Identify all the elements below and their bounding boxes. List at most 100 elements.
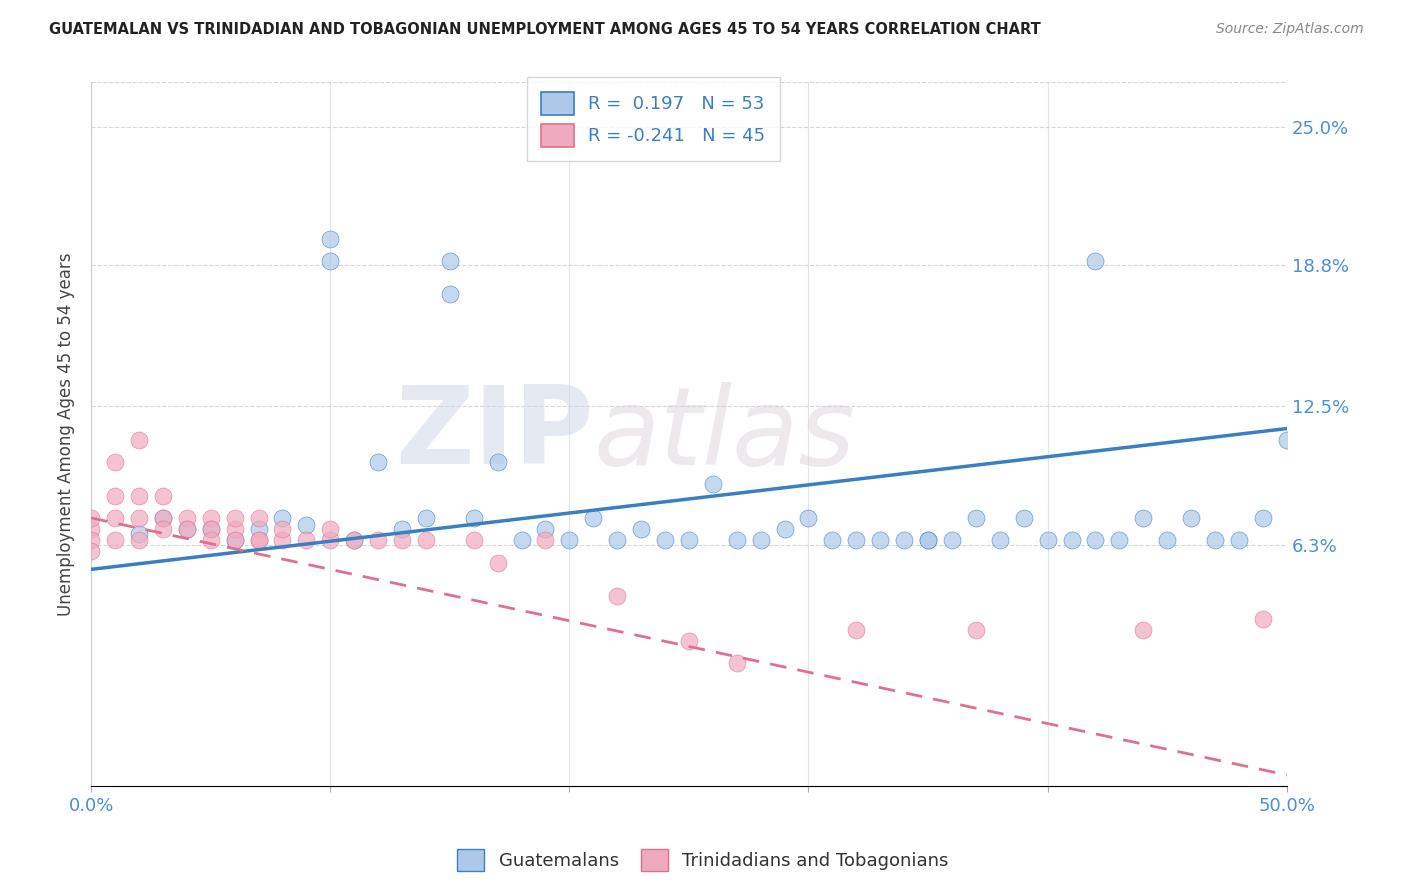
Point <box>319 522 342 536</box>
Legend: Guatemalans, Trinidadians and Tobagonians: Guatemalans, Trinidadians and Tobagonian… <box>450 842 956 879</box>
Point <box>367 455 389 469</box>
Point <box>1108 533 1130 548</box>
Point <box>439 287 461 301</box>
Point <box>343 533 366 548</box>
Point <box>893 533 915 548</box>
Point <box>224 522 246 536</box>
Text: Source: ZipAtlas.com: Source: ZipAtlas.com <box>1216 22 1364 37</box>
Point <box>176 522 198 536</box>
Point <box>965 623 987 637</box>
Point <box>415 511 437 525</box>
Point <box>486 455 509 469</box>
Point <box>917 533 939 548</box>
Point <box>295 517 318 532</box>
Text: ZIP: ZIP <box>395 381 593 487</box>
Point <box>1275 433 1298 447</box>
Point <box>319 254 342 268</box>
Text: GUATEMALAN VS TRINIDADIAN AND TOBAGONIAN UNEMPLOYMENT AMONG AGES 45 TO 54 YEARS : GUATEMALAN VS TRINIDADIAN AND TOBAGONIAN… <box>49 22 1040 37</box>
Point <box>678 533 700 548</box>
Point <box>200 511 222 525</box>
Point <box>1227 533 1250 548</box>
Point <box>128 433 150 447</box>
Point <box>176 511 198 525</box>
Point <box>725 657 748 671</box>
Point <box>128 489 150 503</box>
Point <box>749 533 772 548</box>
Point <box>1251 511 1274 525</box>
Y-axis label: Unemployment Among Ages 45 to 54 years: Unemployment Among Ages 45 to 54 years <box>58 252 75 615</box>
Point <box>869 533 891 548</box>
Point <box>1204 533 1226 548</box>
Point <box>367 533 389 548</box>
Point <box>1156 533 1178 548</box>
Point <box>439 254 461 268</box>
Point <box>1012 511 1035 525</box>
Point <box>965 511 987 525</box>
Point <box>152 522 174 536</box>
Point <box>534 522 557 536</box>
Point <box>845 533 868 548</box>
Point <box>821 533 844 548</box>
Point <box>224 533 246 548</box>
Point <box>1132 623 1154 637</box>
Point <box>271 522 294 536</box>
Point <box>391 522 413 536</box>
Point <box>415 533 437 548</box>
Point <box>200 533 222 548</box>
Point <box>463 533 485 548</box>
Point <box>654 533 676 548</box>
Point <box>941 533 963 548</box>
Point <box>1132 511 1154 525</box>
Point <box>606 589 628 603</box>
Point <box>247 522 270 536</box>
Point <box>104 455 127 469</box>
Point <box>104 511 127 525</box>
Point <box>104 489 127 503</box>
Point <box>152 511 174 525</box>
Point <box>1180 511 1202 525</box>
Point <box>391 533 413 548</box>
Point <box>1084 254 1107 268</box>
Point <box>271 511 294 525</box>
Point <box>558 533 581 548</box>
Point <box>128 511 150 525</box>
Point <box>582 511 605 525</box>
Point <box>152 511 174 525</box>
Point <box>630 522 652 536</box>
Point <box>224 511 246 525</box>
Point <box>463 511 485 525</box>
Point <box>247 533 270 548</box>
Point <box>80 533 103 548</box>
Point <box>224 533 246 548</box>
Point <box>702 477 724 491</box>
Point <box>80 522 103 536</box>
Point <box>319 533 342 548</box>
Point <box>152 489 174 503</box>
Point <box>845 623 868 637</box>
Point <box>510 533 533 548</box>
Point <box>917 533 939 548</box>
Point <box>773 522 796 536</box>
Point <box>176 522 198 536</box>
Point <box>678 633 700 648</box>
Point <box>247 533 270 548</box>
Point <box>128 533 150 548</box>
Point <box>295 533 318 548</box>
Point <box>200 522 222 536</box>
Point <box>534 533 557 548</box>
Point <box>104 533 127 548</box>
Point <box>1084 533 1107 548</box>
Point <box>606 533 628 548</box>
Point <box>486 556 509 570</box>
Text: atlas: atlas <box>593 382 855 487</box>
Point <box>247 511 270 525</box>
Point <box>1060 533 1083 548</box>
Point <box>80 544 103 558</box>
Point <box>1251 611 1274 625</box>
Point <box>725 533 748 548</box>
Point <box>319 231 342 245</box>
Point <box>797 511 820 525</box>
Legend: R =  0.197   N = 53, R = -0.241   N = 45: R = 0.197 N = 53, R = -0.241 N = 45 <box>527 77 779 161</box>
Point <box>271 533 294 548</box>
Point <box>343 533 366 548</box>
